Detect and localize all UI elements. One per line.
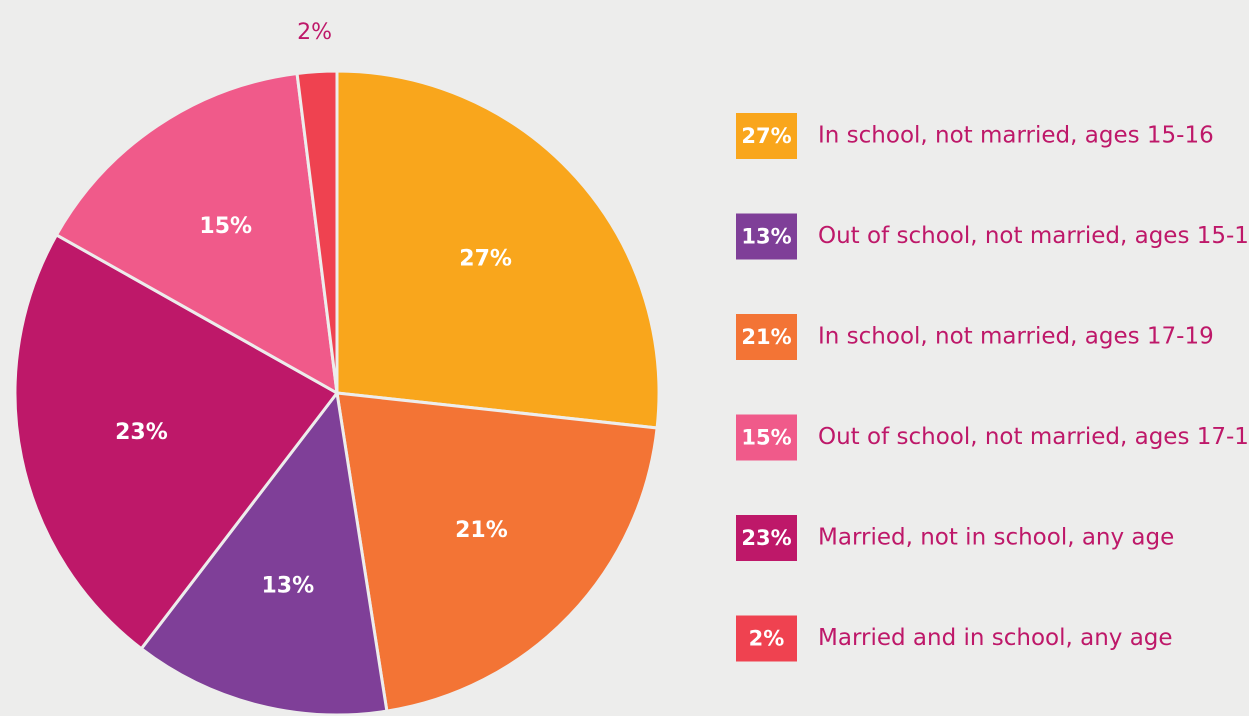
legend-entry: 27% In school, not married, ages 15-16	[736, 113, 1214, 159]
legend-entry: 23% Married, not in school, any age	[736, 515, 1174, 561]
slice-label: 13%	[261, 573, 314, 598]
legend-label: Out of school, not married, ages 17-19	[818, 424, 1249, 450]
legend-swatch	[736, 213, 797, 260]
legend-entry: 2% Married and in school, any age	[736, 615, 1173, 662]
legend-entry: 13% Out of school, not married, ages 15-1…	[736, 213, 1249, 260]
legend-label: In school, not married, ages 15-16	[818, 123, 1214, 149]
legend-entry: 15% Out of school, not married, ages 17-1…	[736, 414, 1249, 461]
slice-label: 23%	[115, 420, 168, 445]
legend-swatch	[736, 314, 797, 360]
legend-value: 13%	[741, 225, 791, 249]
legend-label: Out of school, not married, ages 15-16	[818, 223, 1249, 249]
legend-label: Married and in school, any age	[818, 625, 1173, 651]
legend-value: 15%	[741, 426, 791, 450]
legend-label: Married, not in school, any age	[818, 525, 1174, 551]
slice	[139, 389, 389, 716]
slice	[54, 71, 339, 396]
legend-entry: 21% In school, not married, ages 17-19	[736, 314, 1214, 360]
slice	[13, 232, 340, 651]
slice	[335, 391, 659, 713]
pie: 27% 21% 13% 23% 15% 2%	[13, 20, 661, 716]
slice	[335, 69, 661, 430]
legend-swatch	[736, 113, 797, 159]
legend-swatch	[736, 515, 797, 561]
legend-swatch	[736, 615, 797, 662]
legend-value: 21%	[741, 325, 791, 349]
slice-label: 21%	[455, 518, 508, 543]
legend-value: 2%	[749, 627, 785, 651]
legend-value: 23%	[741, 526, 791, 550]
legend-value: 27%	[741, 124, 791, 148]
legend-swatch	[736, 414, 797, 461]
slice-label: 15%	[199, 214, 252, 239]
slice-label: 27%	[459, 247, 512, 272]
legend-label: In school, not married, ages 17-19	[818, 324, 1214, 350]
slice	[295, 69, 339, 394]
slice-label: 2%	[297, 20, 332, 45]
legend: 27% In school, not married, ages 15-16 13…	[736, 113, 1249, 662]
